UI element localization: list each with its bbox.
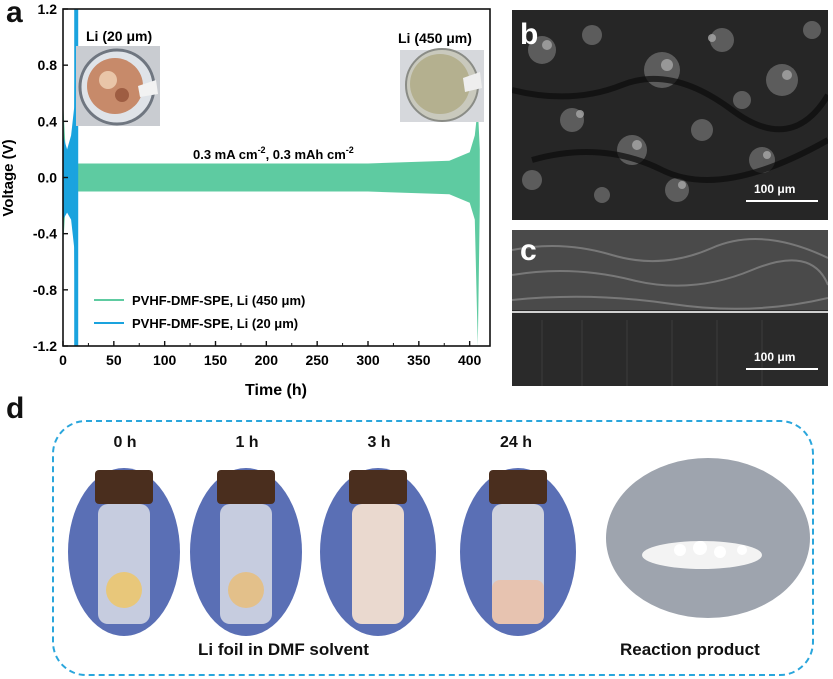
y-tick-label: -0.4 xyxy=(33,226,57,242)
x-tick-label: 200 xyxy=(255,352,279,368)
panel-label-c: c xyxy=(520,234,537,267)
sem-image-surface: 100 μm xyxy=(512,10,828,220)
inset-label-thick-li: Li (450 μm) xyxy=(398,30,472,46)
y-axis-label: Voltage (V) xyxy=(0,139,17,216)
y-tick-label: -0.8 xyxy=(33,282,57,298)
vial-time-1h: 1 h xyxy=(235,434,259,451)
thin-li-cell-photo xyxy=(76,46,160,126)
y-tick-label: -1.2 xyxy=(33,338,57,354)
y-tick-label: 0.4 xyxy=(38,113,58,129)
x-tick-label: 0 xyxy=(59,352,67,368)
vial-time-0h: 0 h xyxy=(113,434,137,451)
legend: PVHF-DMF-SPE, Li (450 μm) PVHF-DMF-SPE, … xyxy=(94,293,305,331)
vial-photo-0h xyxy=(68,468,180,636)
vials-caption: Li foil in DMF solvent xyxy=(198,640,369,659)
panel-label-d: d xyxy=(6,392,25,425)
x-tick-label: 150 xyxy=(204,352,228,368)
x-axis-label: Time (h) xyxy=(245,382,307,399)
current-density-annotation: 0.3 mA cm-2, 0.3 mAh cm-2 xyxy=(193,145,354,162)
x-tick-label: 50 xyxy=(106,352,122,368)
x-tick-label: 250 xyxy=(305,352,329,368)
legend-entry-20: PVHF-DMF-SPE, Li (20 μm) xyxy=(132,316,298,331)
vial-photo-24h xyxy=(460,468,576,636)
legend-entry-450: PVHF-DMF-SPE, Li (450 μm) xyxy=(132,293,305,308)
sem-b-scale-bar xyxy=(746,200,818,202)
vial-photo-1h xyxy=(190,468,302,636)
series-20um-trace xyxy=(63,9,77,346)
y-tick-label: 0.0 xyxy=(38,170,58,186)
thick-li-cell-photo xyxy=(400,48,484,122)
vials-dashed-frame xyxy=(52,420,814,676)
sem-c-scale-bar xyxy=(746,368,818,370)
sem-surface-texture xyxy=(512,10,828,220)
product-caption: Reaction product xyxy=(620,640,760,659)
y-tick-label: 1.2 xyxy=(38,1,58,17)
vial-time-3h: 3 h xyxy=(367,434,391,451)
reaction-product-photo xyxy=(606,458,810,618)
panel-label-b: b xyxy=(520,18,539,51)
x-tick-label: 400 xyxy=(458,352,482,368)
x-tick-label: 350 xyxy=(407,352,431,368)
y-tick-label: 0.8 xyxy=(38,57,58,73)
sem-b-scale-label: 100 μm xyxy=(754,182,796,196)
vial-photo-3h xyxy=(320,468,436,636)
x-tick-label: 100 xyxy=(153,352,177,368)
x-tick-label: 300 xyxy=(356,352,380,368)
sem-cross-section-texture xyxy=(512,230,828,386)
voltage-time-chart: 0 50 100 150 200 250 300 350 400 1.2 0.8 0.4 0.0 -0.4… xyxy=(0,1,491,399)
panel-label-a: a xyxy=(6,0,23,29)
sem-c-scale-label: 100 μm xyxy=(754,350,796,364)
sem-image-cross-section: 100 μm xyxy=(512,230,828,386)
inset-label-thin-li: Li (20 μm) xyxy=(86,28,152,44)
vial-time-24h: 24 h xyxy=(499,434,532,451)
